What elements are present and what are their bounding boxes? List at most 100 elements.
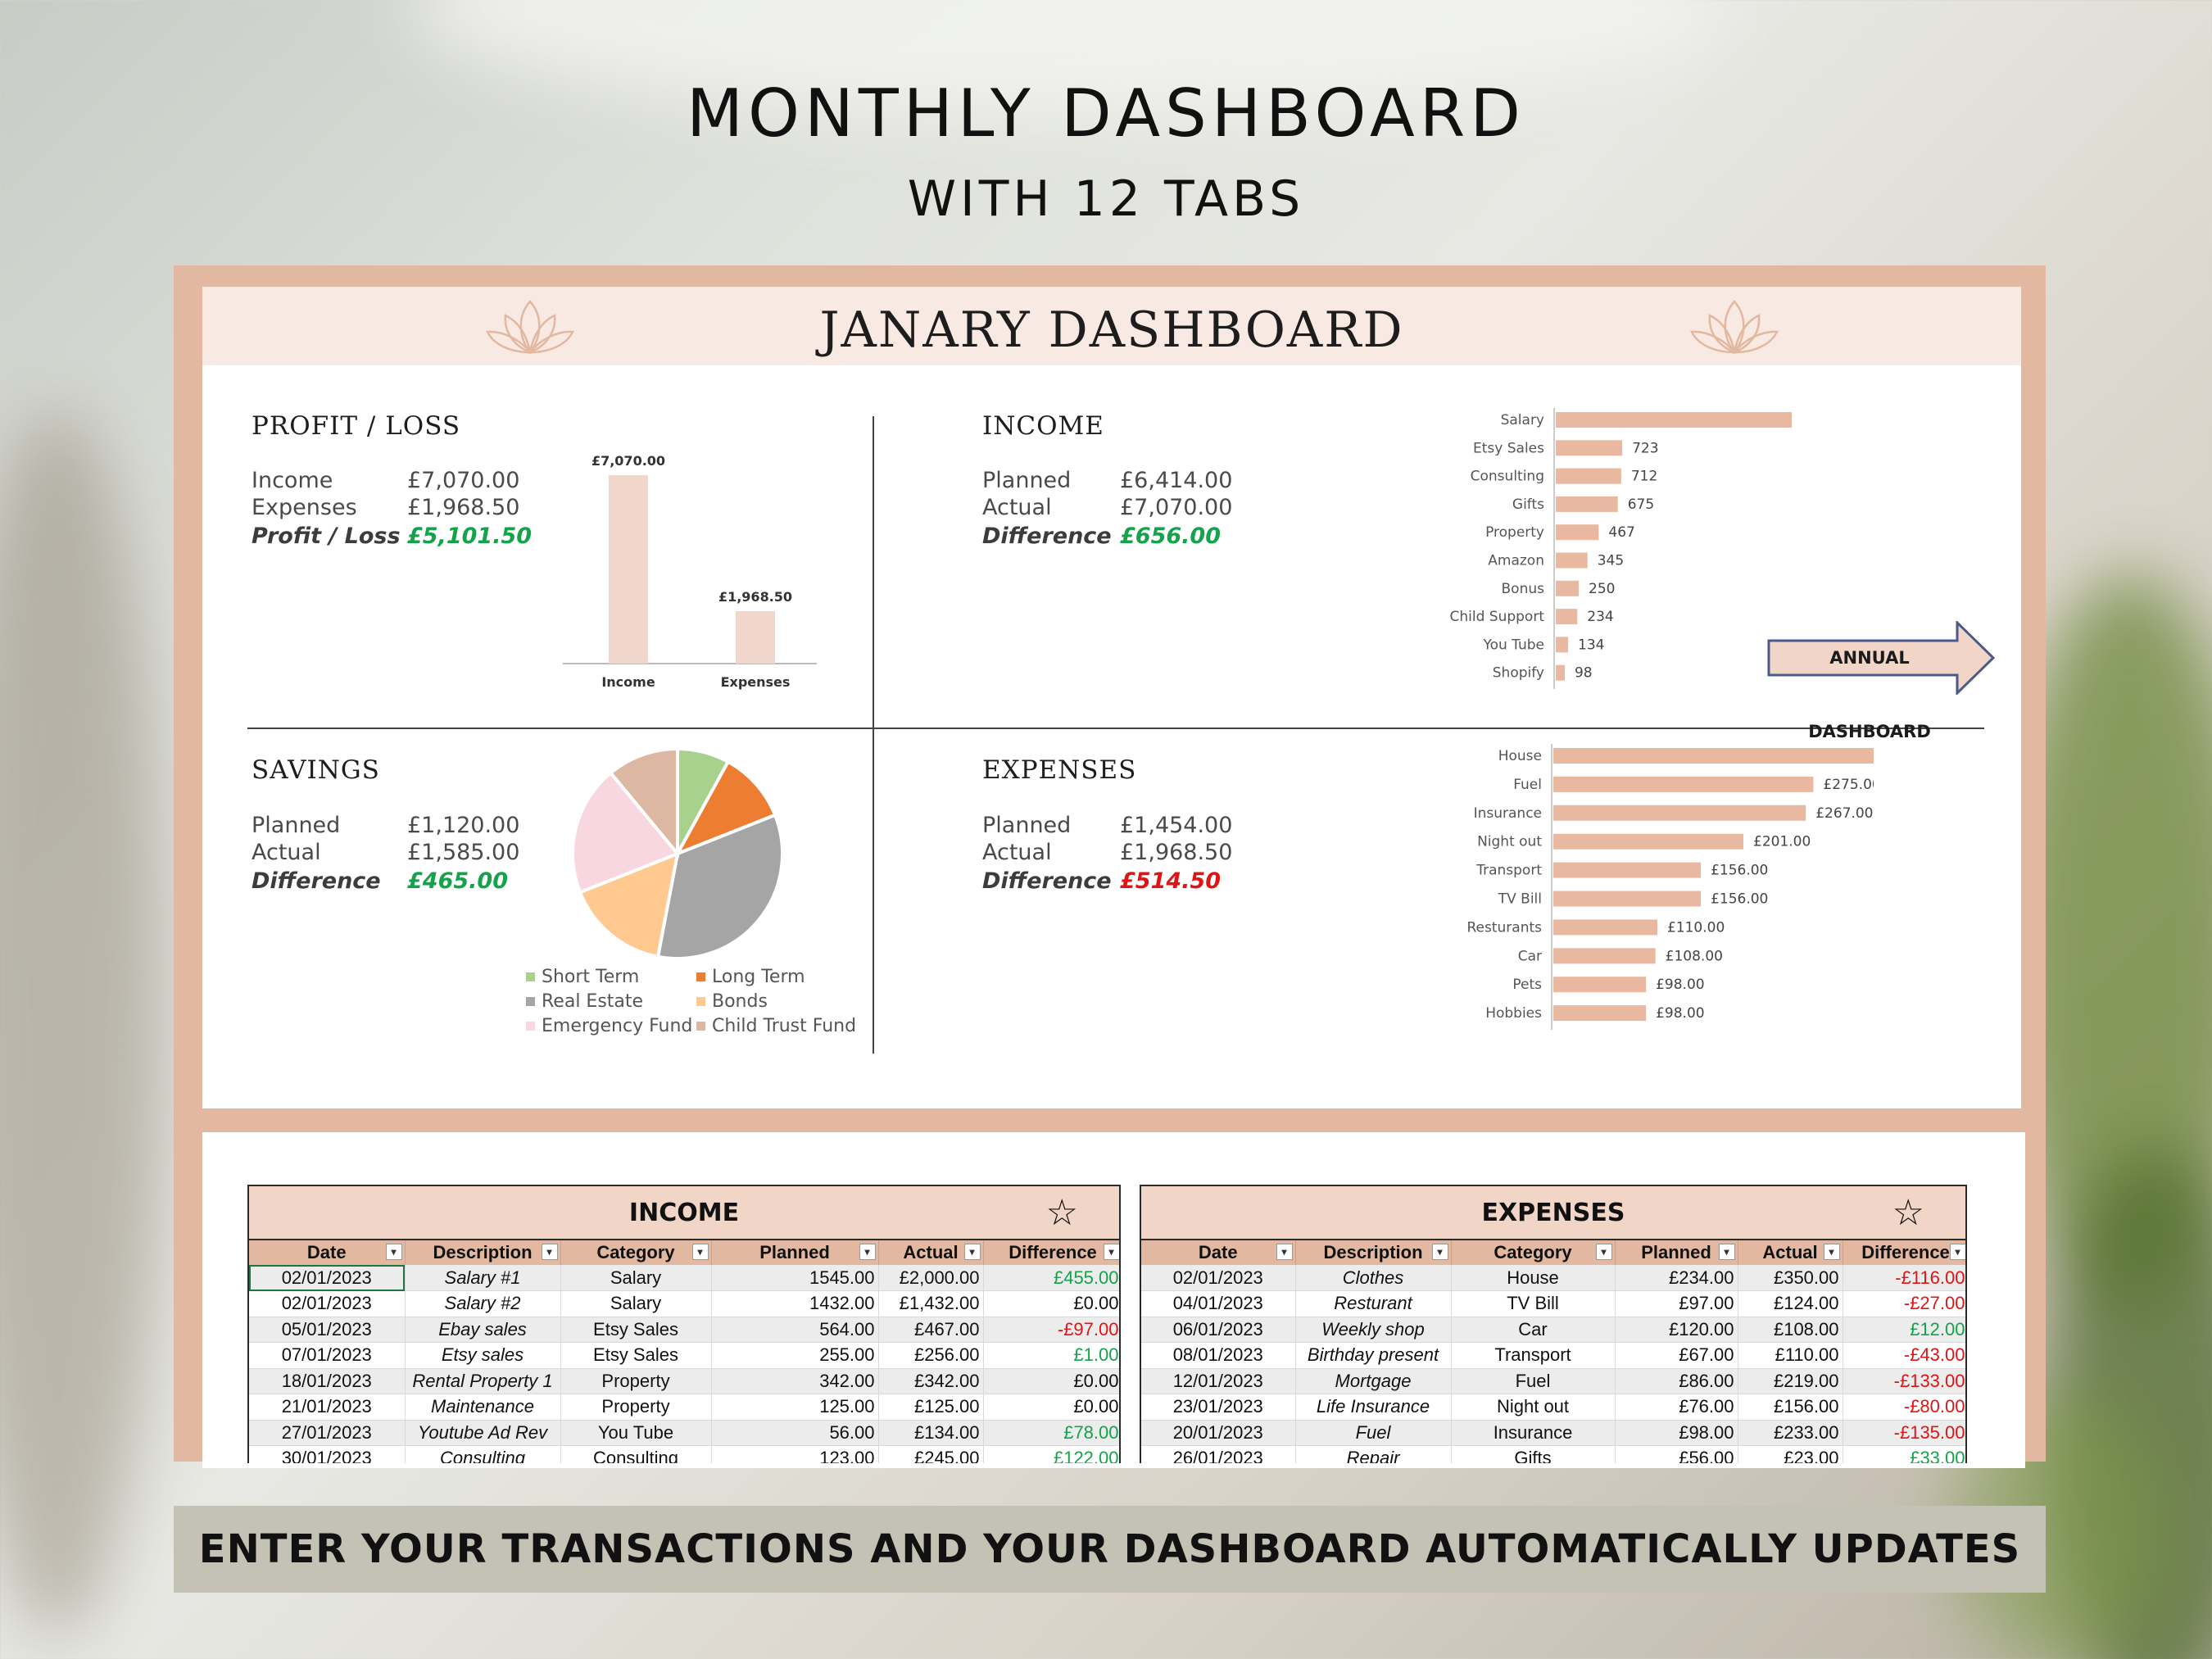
table-cell[interactable]: 125.00 [711,1394,879,1421]
table-cell[interactable]: 12/01/2023 [1141,1368,1296,1394]
column-header[interactable]: Planned ▾ [711,1240,879,1265]
table-row[interactable]: 08/01/2023 Birthday present Transport £67.0… [1141,1342,1965,1369]
table-cell[interactable]: £97.00 [1615,1290,1738,1317]
table-cell[interactable]: 02/01/2023 [249,1290,406,1317]
star-icon[interactable]: ☆ [1045,1192,1078,1234]
table-cell[interactable]: £342.00 [878,1368,984,1394]
table-cell[interactable]: £33.00 [1843,1445,1965,1463]
table-cell[interactable]: £350.00 [1738,1265,1843,1291]
column-header[interactable]: Description ▾ [405,1240,561,1265]
table-row[interactable]: 26/01/2023 Repair Gifts £56.00 £23.00 £33.00 [1141,1445,1965,1463]
filter-dropdown-icon[interactable]: ▾ [385,1244,402,1260]
table-cell[interactable]: Fuel [1295,1420,1452,1446]
filter-dropdown-icon[interactable]: ▾ [1949,1244,1965,1260]
column-header[interactable]: Date ▾ [1141,1240,1296,1265]
table-cell[interactable]: House [1451,1265,1616,1291]
table-cell[interactable]: -£43.00 [1843,1342,1965,1369]
table-cell[interactable]: Weekly shop [1295,1317,1452,1343]
table-cell[interactable]: 05/01/2023 [249,1317,406,1343]
table-cell[interactable]: £23.00 [1738,1445,1843,1463]
table-cell[interactable]: £67.00 [1615,1342,1738,1369]
table-cell[interactable]: £233.00 [1738,1420,1843,1446]
column-header[interactable]: Description ▾ [1295,1240,1452,1265]
filter-dropdown-icon[interactable]: ▾ [691,1244,709,1260]
column-header[interactable]: Category ▾ [1451,1240,1616,1265]
table-cell[interactable]: £78.00 [983,1420,1119,1446]
filter-dropdown-icon[interactable]: ▾ [1103,1244,1119,1260]
table-row[interactable]: 23/01/2023 Life Insurance Night out £76.00 £… [1141,1394,1965,1421]
table-cell[interactable]: 564.00 [711,1317,879,1343]
filter-dropdown-icon[interactable]: ▾ [1718,1244,1735,1260]
table-cell[interactable]: 21/01/2023 [249,1394,406,1421]
table-cell[interactable]: £125.00 [878,1394,984,1421]
table-cell[interactable]: 255.00 [711,1342,879,1369]
table-cell[interactable]: 27/01/2023 [249,1420,406,1446]
column-header[interactable]: Difference ▾ [1843,1240,1965,1265]
table-cell[interactable]: Property [560,1368,712,1394]
table-cell[interactable]: £134.00 [878,1420,984,1446]
table-cell[interactable]: £219.00 [1738,1368,1843,1394]
table-cell[interactable]: Insurance [1451,1420,1616,1446]
filter-dropdown-icon[interactable]: ▾ [963,1244,981,1260]
column-header[interactable]: Planned ▾ [1615,1240,1738,1265]
table-cell[interactable]: £120.00 [1615,1317,1738,1343]
table-row[interactable]: 20/01/2023 Fuel Insurance £98.00 £233.00 -£13… [1141,1420,1965,1446]
table-row[interactable]: 06/01/2023 Weekly shop Car £120.00 £108.00 £1… [1141,1317,1965,1343]
table-cell[interactable]: £86.00 [1615,1368,1738,1394]
table-cell[interactable]: 23/01/2023 [1141,1394,1296,1421]
table-cell[interactable]: £234.00 [1615,1265,1738,1291]
table-cell[interactable]: Consulting [405,1445,561,1463]
table-row[interactable]: 27/01/2023 Youtube Ad Rev You Tube 56.00 £13… [249,1420,1119,1446]
table-cell[interactable]: Salary #1 [405,1265,561,1291]
table-cell[interactable]: £245.00 [878,1445,984,1463]
table-row[interactable]: 21/01/2023 Maintenance Property 125.00 £125.… [249,1394,1119,1421]
table-cell[interactable]: -£80.00 [1843,1394,1965,1421]
table-cell[interactable]: Clothes [1295,1265,1452,1291]
table-cell[interactable]: 20/01/2023 [1141,1420,1296,1446]
annual-dashboard-button[interactable]: ANNUAL DASHBOARD [1767,621,1997,741]
table-cell[interactable]: Resturant [1295,1290,1452,1317]
table-row[interactable]: 18/01/2023 Rental Property 1 Property 342.0… [249,1368,1119,1394]
table-cell[interactable]: 07/01/2023 [249,1342,406,1369]
table-cell[interactable]: Etsy Sales [560,1317,712,1343]
table-cell[interactable]: 02/01/2023 [1141,1265,1296,1291]
table-cell[interactable]: £455.00 [983,1265,1119,1291]
column-header[interactable]: Actual ▾ [878,1240,984,1265]
table-cell[interactable]: -£135.00 [1843,1420,1965,1446]
table-cell[interactable]: Night out [1451,1394,1616,1421]
table-cell[interactable]: 30/01/2023 [249,1445,406,1463]
table-cell[interactable]: Mortgage [1295,1368,1452,1394]
table-cell[interactable]: 342.00 [711,1368,879,1394]
table-cell[interactable]: -£97.00 [983,1317,1119,1343]
table-cell[interactable]: £0.00 [983,1290,1119,1317]
table-cell[interactable]: Transport [1451,1342,1616,1369]
table-cell[interactable]: Fuel [1451,1368,1616,1394]
table-cell[interactable]: 08/01/2023 [1141,1342,1296,1369]
table-cell[interactable]: Property [560,1394,712,1421]
table-row[interactable]: 02/01/2023 Salary #2 Salary 1432.00 £1,432.0… [249,1290,1119,1317]
table-cell[interactable]: £110.00 [1738,1342,1843,1369]
table-cell[interactable]: Salary #2 [405,1290,561,1317]
table-row[interactable]: 04/01/2023 Resturant TV Bill £97.00 £124.00-… [1141,1290,1965,1317]
table-cell[interactable]: Consulting [560,1445,712,1463]
table-cell[interactable]: 06/01/2023 [1141,1317,1296,1343]
table-cell[interactable]: 1432.00 [711,1290,879,1317]
table-cell[interactable]: 123.00 [711,1445,879,1463]
table-cell[interactable]: £0.00 [983,1394,1119,1421]
table-cell[interactable]: 02/01/2023 [249,1265,406,1291]
table-cell[interactable]: Salary [560,1290,712,1317]
table-cell[interactable]: Rental Property 1 [405,1368,561,1394]
table-cell[interactable]: £467.00 [878,1317,984,1343]
table-cell[interactable]: Youtube Ad Rev [405,1420,561,1446]
table-cell[interactable]: £0.00 [983,1368,1119,1394]
table-cell[interactable]: £156.00 [1738,1394,1843,1421]
table-cell[interactable]: 56.00 [711,1420,879,1446]
star-icon[interactable]: ☆ [1892,1192,1924,1234]
table-cell[interactable]: Car [1451,1317,1616,1343]
table-cell[interactable]: £2,000.00 [878,1265,984,1291]
table-cell[interactable]: £1,432.00 [878,1290,984,1317]
table-row[interactable]: 02/01/2023 Clothes House £234.00 £350.00 -£11… [1141,1265,1965,1291]
table-cell[interactable]: Repair [1295,1445,1452,1463]
table-cell[interactable]: 26/01/2023 [1141,1445,1296,1463]
table-cell[interactable]: £56.00 [1615,1445,1738,1463]
